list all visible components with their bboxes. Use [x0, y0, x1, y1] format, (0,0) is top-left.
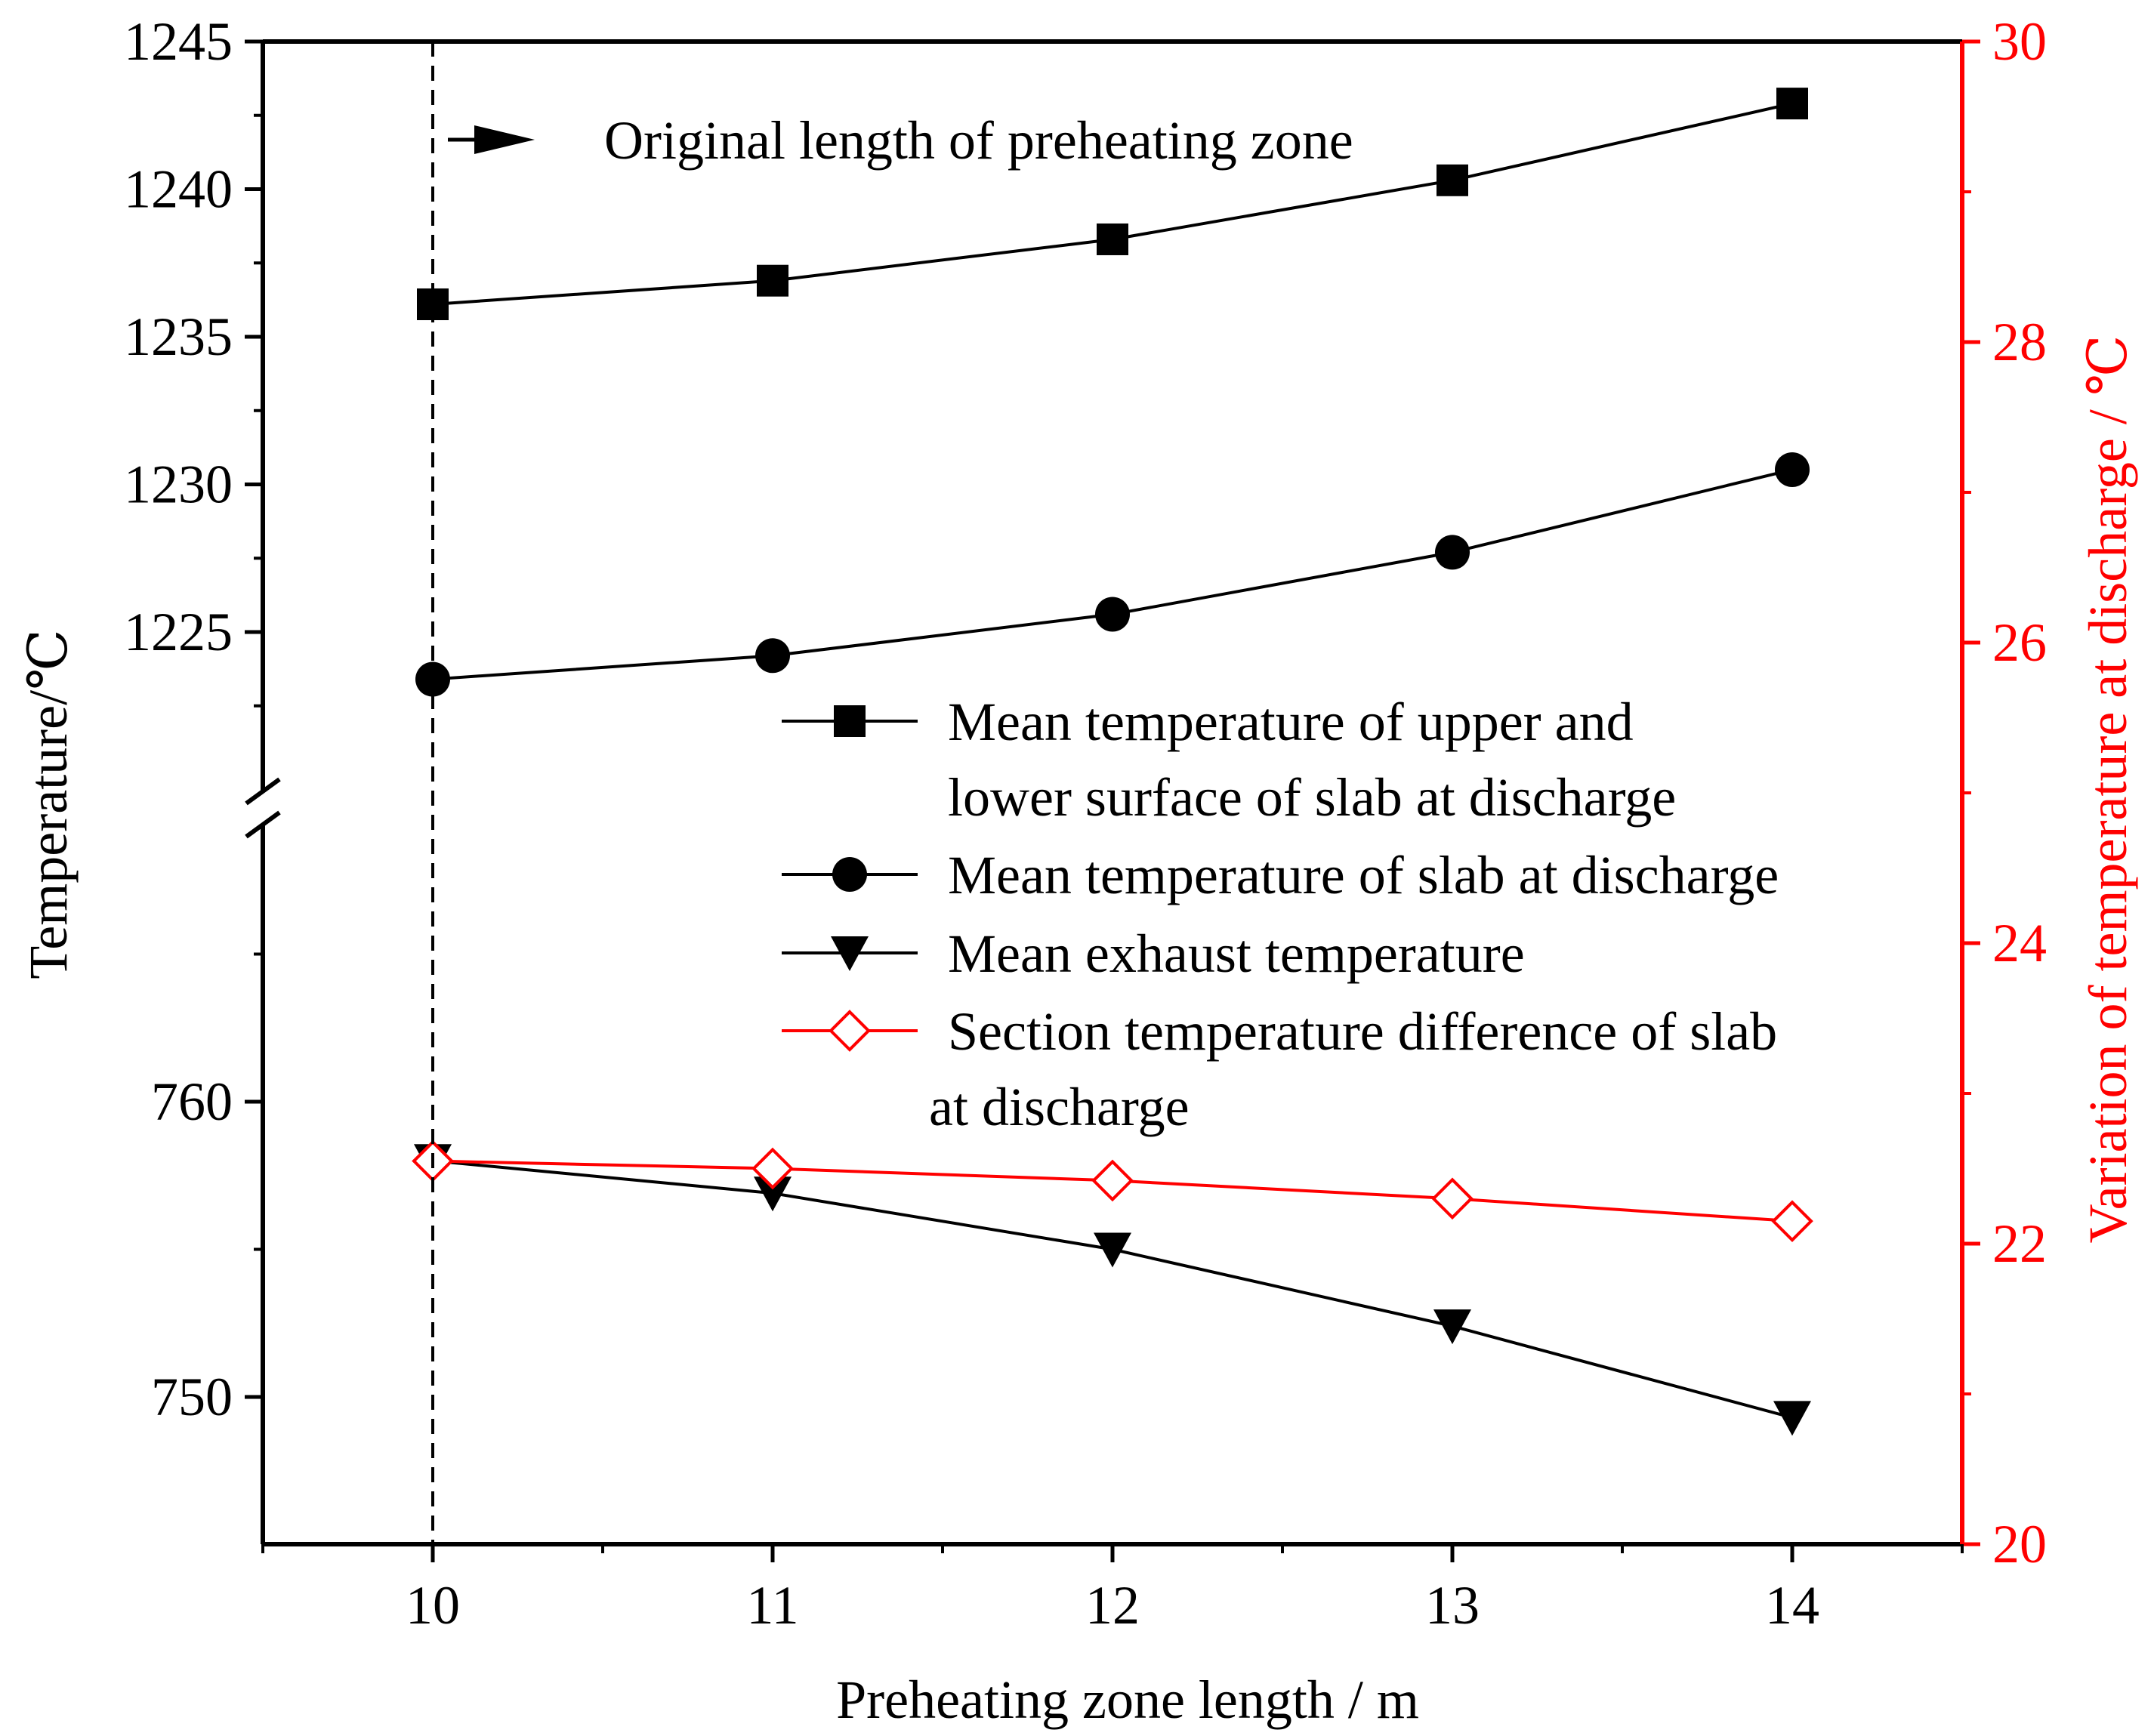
left-tick-label: 1230 [124, 455, 233, 515]
series-1-point [1775, 452, 1810, 487]
x-tick-label: 12 [1085, 1575, 1140, 1636]
legend-label: Mean exhaust temperature [948, 924, 1525, 984]
right-tick-label: 26 [1992, 612, 2047, 673]
left-tick-label: 1240 [124, 159, 233, 220]
legend-label: lower surface of slab at discharge [948, 767, 1676, 828]
series-1-point [1095, 597, 1130, 632]
left-tick-label: 760 [151, 1072, 233, 1132]
legend-label: Mean temperature of slab at discharge [948, 845, 1779, 905]
annotation-text: Original length of preheating zone [604, 110, 1353, 171]
right-tick-label: 28 [1992, 312, 2047, 372]
legend-marker-2 [831, 936, 869, 971]
left-tick-label: 1235 [124, 307, 233, 367]
legend-label: Mean temperature of upper and [948, 692, 1634, 752]
axis-break-mark [245, 777, 281, 806]
series-2-point [1433, 1309, 1471, 1345]
series-0-point [757, 264, 788, 297]
left-tick-label: 750 [151, 1367, 233, 1427]
right-tick-label: 20 [1992, 1514, 2047, 1574]
right-axis-title: Variation of temperature at discharge / … [2078, 335, 2138, 1244]
series-1-point [755, 638, 790, 674]
legend-marker-0 [834, 705, 866, 737]
x-tick-label: 14 [1765, 1575, 1819, 1636]
right-tick-label: 30 [1992, 11, 2047, 72]
annotation-arrow-head [474, 125, 535, 154]
right-tick-label: 24 [1992, 913, 2047, 973]
left-tick-label: 1245 [124, 11, 233, 72]
x-tick-label: 13 [1425, 1575, 1480, 1636]
left-axis-title: Temperature/℃ [18, 629, 79, 979]
x-tick-label: 11 [746, 1575, 798, 1636]
legend-marker-1 [832, 857, 867, 892]
series-1-point [1435, 535, 1470, 570]
series-2-point [1094, 1232, 1131, 1268]
axis-break-mark [245, 810, 281, 839]
series-3-point [1771, 1200, 1813, 1242]
left-tick-label: 1225 [124, 602, 233, 662]
series-3-point [751, 1147, 794, 1190]
x-axis-title: Preheating zone length / m [836, 1670, 1419, 1730]
series-2-point [1773, 1401, 1811, 1436]
legend-marker-3 [829, 1010, 871, 1052]
legend-label: at discharge [929, 1077, 1190, 1137]
series-3-point [1091, 1159, 1134, 1202]
x-tick-label: 10 [406, 1575, 460, 1636]
series-0-point [1437, 164, 1468, 196]
legend-label: Section temperature difference of slab [948, 1001, 1777, 1062]
series-0-point [1776, 88, 1808, 120]
series-line-1 [432, 468, 1793, 681]
series-0-point [1097, 223, 1128, 255]
right-tick-label: 22 [1992, 1213, 2047, 1274]
series-2-point [754, 1176, 792, 1212]
series-3-point [1431, 1177, 1474, 1220]
